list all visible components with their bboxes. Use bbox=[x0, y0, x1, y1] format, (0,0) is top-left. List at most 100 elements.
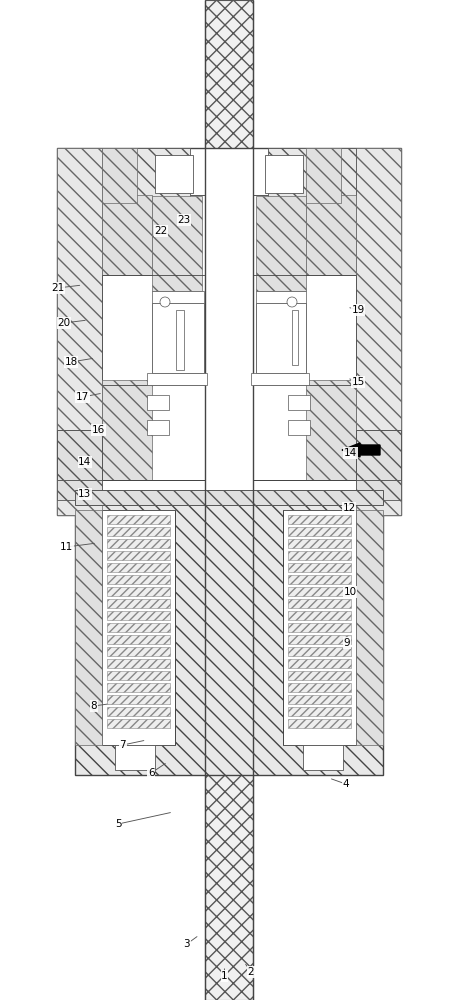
Bar bbox=[256, 303, 306, 373]
Text: 12: 12 bbox=[343, 503, 355, 513]
Bar bbox=[288, 659, 351, 668]
Bar bbox=[115, 745, 155, 770]
Bar bbox=[288, 623, 351, 632]
Text: 14: 14 bbox=[344, 448, 357, 458]
Bar bbox=[102, 148, 190, 203]
Text: 5: 5 bbox=[115, 819, 121, 829]
Text: 8: 8 bbox=[91, 701, 97, 711]
Bar bbox=[152, 291, 204, 303]
Bar bbox=[356, 480, 401, 500]
Bar bbox=[288, 707, 351, 716]
Bar bbox=[253, 195, 356, 480]
Bar bbox=[292, 310, 298, 365]
Bar bbox=[107, 611, 170, 620]
Text: 9: 9 bbox=[344, 638, 350, 648]
Bar bbox=[57, 148, 401, 515]
Bar bbox=[306, 148, 341, 203]
Bar bbox=[265, 155, 303, 193]
Bar bbox=[102, 148, 137, 203]
Text: 14: 14 bbox=[78, 457, 91, 467]
Text: 16: 16 bbox=[92, 425, 105, 435]
Text: 10: 10 bbox=[344, 587, 357, 597]
Bar bbox=[268, 148, 356, 203]
Text: 23: 23 bbox=[178, 215, 191, 225]
Bar bbox=[288, 527, 351, 536]
Bar bbox=[288, 515, 351, 524]
Bar bbox=[283, 510, 356, 745]
Text: 22: 22 bbox=[155, 226, 168, 236]
Bar bbox=[102, 510, 175, 745]
Bar bbox=[102, 380, 152, 480]
Bar bbox=[288, 539, 351, 548]
Bar bbox=[107, 647, 170, 656]
Bar bbox=[107, 515, 170, 524]
Bar bbox=[288, 671, 351, 680]
Bar bbox=[176, 310, 184, 370]
Text: 21: 21 bbox=[51, 283, 64, 293]
Bar bbox=[107, 659, 170, 668]
Bar bbox=[75, 490, 383, 505]
Bar bbox=[288, 635, 351, 644]
Bar bbox=[107, 683, 170, 692]
Bar bbox=[288, 647, 351, 656]
Bar bbox=[306, 195, 356, 275]
Bar bbox=[147, 395, 169, 410]
Bar bbox=[107, 635, 170, 644]
Bar bbox=[288, 611, 351, 620]
Bar bbox=[356, 510, 383, 745]
Text: 20: 20 bbox=[58, 318, 71, 328]
Circle shape bbox=[287, 297, 297, 307]
Bar bbox=[303, 745, 343, 770]
Bar bbox=[288, 683, 351, 692]
Circle shape bbox=[160, 297, 170, 307]
Text: 19: 19 bbox=[352, 305, 365, 315]
Bar bbox=[107, 587, 170, 596]
Bar bbox=[75, 500, 383, 775]
Bar bbox=[288, 420, 310, 435]
Text: 11: 11 bbox=[60, 542, 73, 552]
Text: 1: 1 bbox=[221, 971, 228, 981]
Bar bbox=[102, 195, 205, 480]
Bar bbox=[288, 719, 351, 728]
Text: 4: 4 bbox=[343, 779, 349, 789]
Bar bbox=[107, 599, 170, 608]
Bar bbox=[256, 291, 306, 303]
Bar bbox=[57, 430, 102, 480]
Bar bbox=[107, 527, 170, 536]
Bar bbox=[57, 480, 102, 500]
Bar bbox=[107, 695, 170, 704]
Bar bbox=[75, 510, 102, 745]
Bar bbox=[107, 707, 170, 716]
Text: 2: 2 bbox=[248, 967, 254, 977]
Bar bbox=[107, 539, 170, 548]
Bar bbox=[356, 430, 401, 480]
Bar bbox=[251, 373, 309, 385]
Text: 7: 7 bbox=[120, 740, 126, 750]
Bar bbox=[288, 587, 351, 596]
Bar bbox=[57, 148, 102, 515]
Bar bbox=[155, 155, 193, 193]
Bar bbox=[107, 671, 170, 680]
Bar bbox=[288, 563, 351, 572]
Bar bbox=[288, 551, 351, 560]
Bar bbox=[107, 551, 170, 560]
Bar bbox=[152, 303, 204, 373]
Text: 6: 6 bbox=[148, 768, 154, 778]
Bar bbox=[288, 599, 351, 608]
Bar bbox=[288, 695, 351, 704]
Bar bbox=[152, 196, 202, 291]
Bar bbox=[107, 563, 170, 572]
Text: 3: 3 bbox=[184, 939, 190, 949]
Bar bbox=[288, 395, 310, 410]
Bar bbox=[356, 148, 401, 515]
Bar bbox=[107, 575, 170, 584]
Text: 15: 15 bbox=[352, 377, 365, 387]
Bar bbox=[306, 380, 356, 480]
Bar bbox=[288, 575, 351, 584]
Bar bbox=[147, 420, 169, 435]
Bar bbox=[147, 373, 207, 385]
Bar bbox=[107, 623, 170, 632]
Bar bbox=[102, 195, 152, 275]
Bar bbox=[256, 196, 306, 291]
Bar bbox=[107, 719, 170, 728]
